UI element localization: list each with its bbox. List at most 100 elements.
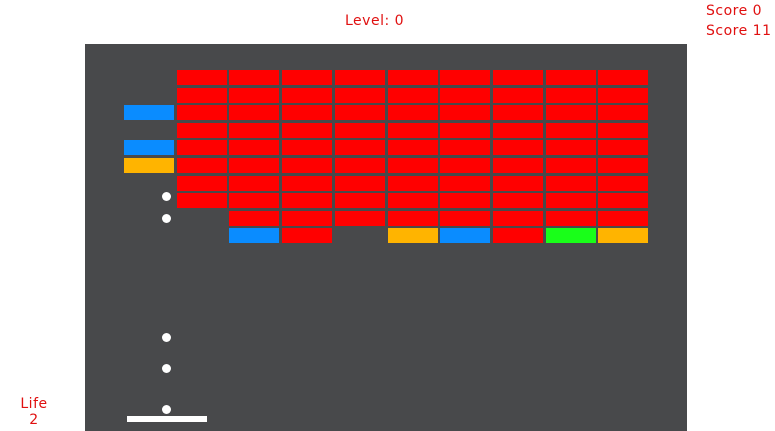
brick-red (282, 211, 332, 226)
brick-red (440, 105, 490, 120)
brick-red (546, 123, 596, 138)
brick-red (493, 140, 543, 155)
brick-red (546, 140, 596, 155)
brick-red (177, 88, 227, 103)
score-player-two: Score 11 (706, 23, 772, 39)
brick-red (388, 140, 438, 155)
brick-red (598, 211, 648, 226)
brick-red (493, 211, 543, 226)
ball (162, 192, 171, 201)
brick-red (598, 140, 648, 155)
brick-red (335, 193, 385, 208)
brick-red (493, 228, 543, 243)
brick-red (335, 123, 385, 138)
brick-red (177, 140, 227, 155)
brick-red (493, 193, 543, 208)
brick-red (493, 88, 543, 103)
ball (162, 405, 171, 414)
brick-red (177, 105, 227, 120)
brick-red (335, 211, 385, 226)
brick-red (229, 176, 279, 191)
brick-red (388, 88, 438, 103)
brick-red (229, 123, 279, 138)
brick-red (598, 123, 648, 138)
brick-red (229, 88, 279, 103)
brick-red (282, 193, 332, 208)
brick-red (177, 176, 227, 191)
brick-red (493, 123, 543, 138)
brick-red (282, 105, 332, 120)
brick-red (229, 140, 279, 155)
brick-red (388, 211, 438, 226)
life-label: Life (20, 396, 48, 412)
brick-green (546, 228, 596, 243)
brick-red (282, 228, 332, 243)
brick-red (229, 70, 279, 85)
brick-red (335, 140, 385, 155)
brick-red (282, 88, 332, 103)
brick-red (177, 158, 227, 173)
brick-red (440, 211, 490, 226)
brick-red (546, 193, 596, 208)
brick-red (440, 88, 490, 103)
brick-red (229, 211, 279, 226)
ball (162, 333, 171, 342)
brick-red (598, 70, 648, 85)
brick-red (440, 140, 490, 155)
brick-red (177, 123, 227, 138)
brick-red (440, 70, 490, 85)
brick-red (546, 70, 596, 85)
brick-red (440, 193, 490, 208)
brick-red (388, 176, 438, 191)
brick-red (598, 176, 648, 191)
brick-red (440, 123, 490, 138)
brick-blue (124, 105, 174, 120)
brick-red (229, 105, 279, 120)
brick-red (598, 105, 648, 120)
brick-red (388, 123, 438, 138)
game-board[interactable] (85, 44, 687, 431)
life-value: 2 (29, 412, 39, 428)
ball (162, 364, 171, 373)
brick-red (546, 88, 596, 103)
brick-red (493, 70, 543, 85)
brick-red (388, 70, 438, 85)
brick-blue (124, 140, 174, 155)
brick-red (335, 158, 385, 173)
brick-red (229, 193, 279, 208)
brick-red (388, 158, 438, 173)
brick-yellow (598, 228, 648, 243)
brick-red (598, 158, 648, 173)
brick-red (282, 158, 332, 173)
brick-blue (440, 228, 490, 243)
brick-red (546, 158, 596, 173)
brick-red (546, 211, 596, 226)
brick-red (493, 158, 543, 173)
brick-red (546, 105, 596, 120)
brick-red (493, 105, 543, 120)
brick-red (388, 105, 438, 120)
brick-red (598, 88, 648, 103)
brick-red (282, 176, 332, 191)
brick-blue (229, 228, 279, 243)
brick-red (177, 193, 227, 208)
score-player-one: Score 0 (706, 3, 763, 19)
brick-red (335, 176, 385, 191)
brick-red (229, 158, 279, 173)
brick-yellow (124, 158, 174, 173)
paddle[interactable] (127, 416, 207, 422)
brick-red (335, 88, 385, 103)
brick-red (335, 105, 385, 120)
life-counter: Life 2 (20, 396, 48, 428)
brick-red (598, 193, 648, 208)
brick-red (440, 158, 490, 173)
ball (162, 214, 171, 223)
brick-red (440, 176, 490, 191)
brick-red (335, 70, 385, 85)
level-indicator: Level: 0 (345, 13, 405, 29)
brick-yellow (388, 228, 438, 243)
brick-red (388, 193, 438, 208)
brick-red (546, 176, 596, 191)
brick-red (282, 140, 332, 155)
brick-red (282, 70, 332, 85)
